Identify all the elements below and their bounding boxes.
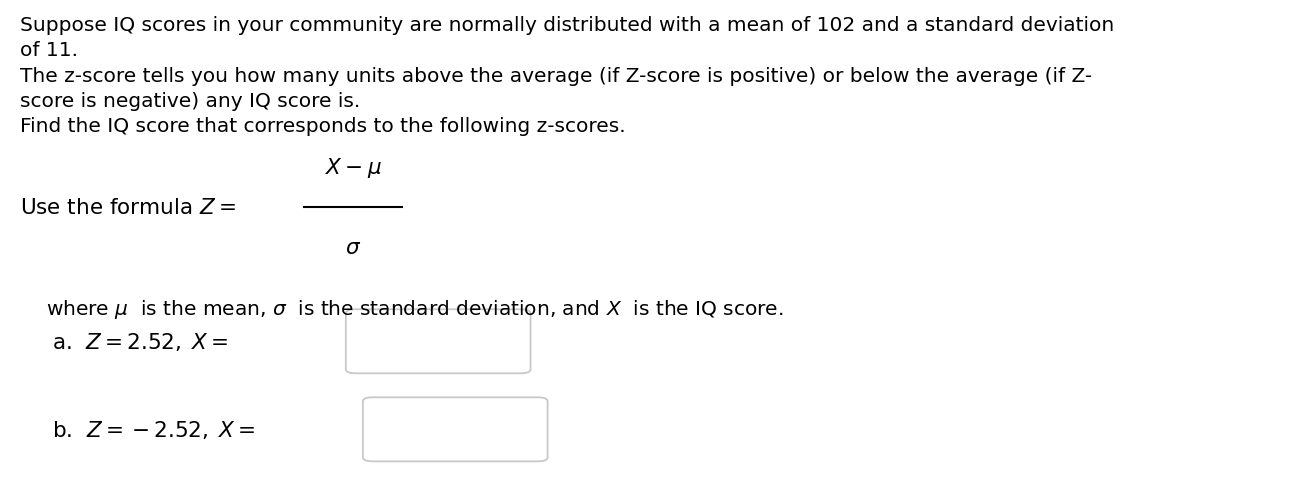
- FancyBboxPatch shape: [346, 310, 531, 374]
- Text: Suppose IQ scores in your community are normally distributed with a mean of 102 : Suppose IQ scores in your community are …: [20, 16, 1114, 35]
- FancyBboxPatch shape: [363, 397, 548, 462]
- Text: Find the IQ score that corresponds to the following z-scores.: Find the IQ score that corresponds to th…: [20, 117, 625, 136]
- Text: Use the formula $\mathit{Z} = $: Use the formula $\mathit{Z} = $: [20, 198, 236, 217]
- Text: b.  $\mathit{Z} = -2.52, \; \mathit{X} = $: b. $\mathit{Z} = -2.52, \; \mathit{X} = …: [52, 419, 255, 440]
- Text: score is negative) any IQ score is.: score is negative) any IQ score is.: [20, 92, 360, 111]
- Text: $\mathit{X} - \mu$: $\mathit{X} - \mu$: [325, 155, 381, 180]
- Text: where $\mu$  is the mean, $\sigma$  is the standard deviation, and $\mathit{X}$ : where $\mu$ is the mean, $\sigma$ is the…: [46, 298, 783, 321]
- Text: of 11.: of 11.: [20, 41, 77, 60]
- Text: a.  $\mathit{Z} = 2.52, \; \mathit{X} = $: a. $\mathit{Z} = 2.52, \; \mathit{X} = $: [52, 331, 228, 352]
- Text: $\sigma$: $\sigma$: [345, 238, 362, 257]
- Text: The z-score tells you how many units above the average (if Z-score is positive) : The z-score tells you how many units abo…: [20, 66, 1091, 85]
